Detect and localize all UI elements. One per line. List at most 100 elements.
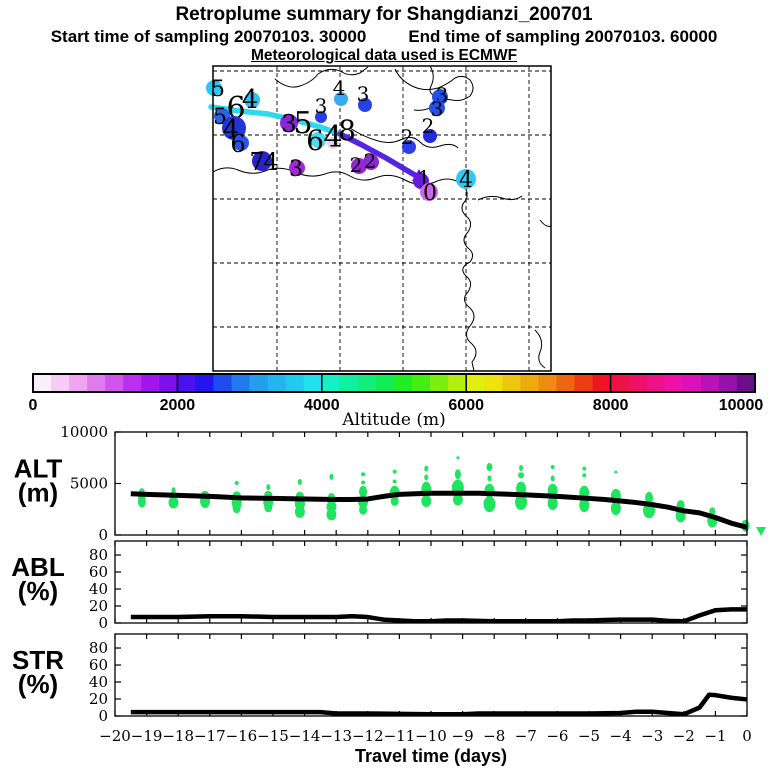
panel-unit-label: (%) xyxy=(18,576,58,606)
x-tick-label: −4 xyxy=(610,727,632,745)
cluster-number: 4 xyxy=(223,115,240,145)
x-tick-label: −18 xyxy=(162,727,194,745)
cluster-number: 2 xyxy=(422,114,435,138)
cluster-marker xyxy=(206,80,222,96)
y-tick-label: 80 xyxy=(89,639,108,657)
abl-line xyxy=(130,607,747,624)
cluster-number: 3 xyxy=(357,82,370,106)
x-tick-label: −19 xyxy=(131,727,163,745)
y-tick-label: 80 xyxy=(89,546,108,564)
y-tick-label: 40 xyxy=(89,580,108,598)
y-tick-label: 20 xyxy=(89,690,108,708)
x-tick-label: −5 xyxy=(578,727,600,745)
colorbar-tick-label: 6000 xyxy=(448,397,484,414)
panel-unit-label: (m) xyxy=(18,478,58,508)
y-tick-label: 5000 xyxy=(70,475,108,493)
x-tick-label: −17 xyxy=(194,727,226,745)
x-tick-label: −9 xyxy=(452,727,474,745)
start-time-label: Start time of sampling 20070103. 30000 xyxy=(50,27,367,46)
x-tick-label: −10 xyxy=(415,727,447,745)
cluster-number: 6 xyxy=(230,130,245,158)
x-tick-label: −11 xyxy=(384,727,416,745)
cluster-marker xyxy=(402,140,416,154)
met-data-line: Meteorological data used is ECMWF xyxy=(0,47,768,65)
cluster-number: 8 xyxy=(338,114,356,147)
cluster-marker xyxy=(363,154,379,170)
colorbar-tick-label: 2000 xyxy=(160,397,196,414)
colorbar-tick-label: 10000 xyxy=(719,397,764,414)
cluster-number: 4 xyxy=(333,76,346,100)
panel-unit-label: (%) xyxy=(18,669,58,699)
y-tick-label: 10000 xyxy=(60,423,108,441)
cluster-marker xyxy=(423,129,437,143)
y-tick-label: 40 xyxy=(89,673,108,691)
colorbar-title: Altitude (m) xyxy=(341,410,446,430)
cluster-number: 3 xyxy=(281,110,296,138)
cluster-number: 2 xyxy=(401,125,414,149)
met-data-label: Meteorological data used is ECMWF xyxy=(250,47,518,64)
colorbar-tick-label: 4000 xyxy=(304,397,340,414)
x-tick-label: −12 xyxy=(352,727,384,745)
cluster-marker xyxy=(358,98,372,112)
cluster-number: 5 xyxy=(293,106,312,141)
str-line xyxy=(130,692,748,717)
x-axis-title: Travel time (days) xyxy=(355,746,507,766)
cluster-number: 2 xyxy=(350,153,363,177)
x-tick-label: −6 xyxy=(546,727,568,745)
figure-title: Retroplume summary for Shangdianzi_20070… xyxy=(175,4,593,25)
y-tick-label: 60 xyxy=(89,563,108,581)
cluster-marker xyxy=(310,132,326,148)
cluster-number: 4 xyxy=(323,120,342,155)
cluster-number: 3 xyxy=(315,94,328,118)
cluster-number: 5 xyxy=(211,77,225,102)
cluster-marker xyxy=(252,151,272,171)
panel-label: ALT xyxy=(14,454,63,484)
cluster-marker xyxy=(233,135,249,151)
x-tick-label: −16 xyxy=(226,727,258,745)
particle-blobs xyxy=(137,456,750,532)
cluster-marker xyxy=(429,100,445,116)
colorbar-tick-label: 8000 xyxy=(593,397,629,414)
cluster-number: 4 xyxy=(459,168,473,193)
x-tick-label: −2 xyxy=(673,727,695,745)
cluster-marker xyxy=(222,116,246,140)
receptor-marker xyxy=(756,527,766,536)
cluster-marker xyxy=(456,169,476,189)
alt-panel: 0 5000 10000 ALT(m) xyxy=(14,423,766,544)
y-tick-label: 60 xyxy=(89,656,108,674)
cluster-number: 4 xyxy=(242,85,259,115)
end-time-label: End time of sampling 20070103. 60000 xyxy=(408,27,718,46)
cluster-marker xyxy=(315,111,327,123)
map-gridlines xyxy=(213,66,551,371)
x-tick-label: −14 xyxy=(289,727,321,745)
y-tick-label: 0 xyxy=(98,614,108,632)
panel-label: STR xyxy=(12,645,64,675)
panel-label: ABL xyxy=(11,552,65,582)
x-tick-label: −8 xyxy=(483,727,505,745)
x-tick-label: −3 xyxy=(641,727,663,745)
x-tick-label: 0 xyxy=(742,727,752,745)
map-border xyxy=(212,65,552,372)
altitude-colorbar: 0 2000 4000 6000 8000 10000 Altitude (m) xyxy=(29,373,764,430)
cluster-marker xyxy=(244,92,260,108)
alt-line xyxy=(130,490,748,530)
cluster-number: 0 xyxy=(423,181,437,206)
cluster-number: 7 xyxy=(249,148,264,176)
cluster-number: 3 xyxy=(289,157,303,182)
y-tick-label: 0 xyxy=(98,526,108,544)
x-tick-label: −20 xyxy=(99,727,131,745)
cluster-number: 3 xyxy=(431,97,444,121)
cluster-number: 2 xyxy=(364,149,377,173)
cluster-marker xyxy=(334,92,348,106)
cluster-number: 4 xyxy=(263,148,278,176)
cluster-marker xyxy=(420,183,438,201)
cluster-marker xyxy=(327,137,339,149)
x-axis: −20 −19 −18 −17 −16 −15 −14 −13 −12 −11 −10 −9 −8 −7−… xyxy=(99,727,752,766)
coastlines xyxy=(212,65,552,372)
sampling-times: Start time of sampling 20070103. 30000 E… xyxy=(0,27,768,47)
